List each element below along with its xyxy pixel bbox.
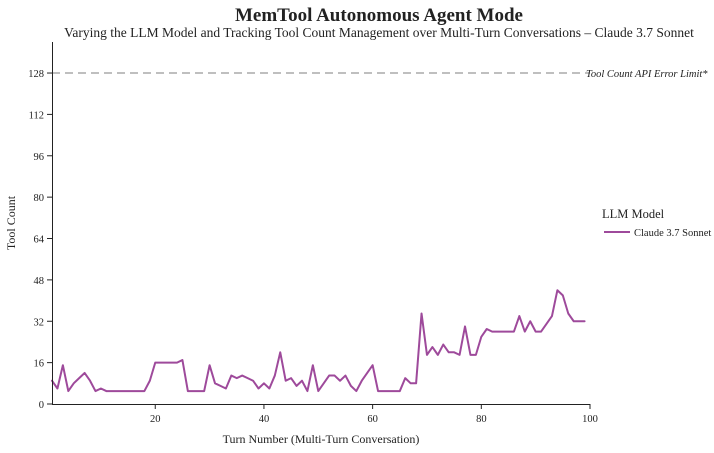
x-axis-ticks: 20 40 60 80 100 [150,404,598,425]
series-line-0 [51,289,586,393]
y-tick-label: 16 [34,359,45,370]
chart-title: MemTool Autonomous Agent Mode [235,5,523,26]
x-tick-label: 40 [259,414,270,425]
y-tick-label: 0 [39,400,44,411]
y-axis-title: Tool Count [4,195,18,250]
y-tick-label: 128 [28,69,44,80]
x-tick-label: 20 [150,414,161,425]
y-tick-label: 32 [34,317,45,328]
y-tick-label: 112 [29,110,44,121]
legend-title: LLM Model [602,207,665,221]
x-tick-label: 100 [582,414,598,425]
x-axis-title: Turn Number (Multi-Turn Conversation) [223,432,420,446]
y-tick-label: 80 [34,193,45,204]
y-tick-label: 64 [34,235,45,246]
legend: LLM Model Claude 3.7 Sonnet [602,207,711,239]
x-tick-label: 80 [476,414,487,425]
chart-subtitle: Varying the LLM Model and Tracking Tool … [64,25,694,40]
y-tick-label: 48 [34,276,45,287]
y-axis-ticks: 0 16 32 48 64 80 96 112 128 [28,69,52,411]
reference-line-label: Tool Count API Error Limit* [586,69,708,80]
legend-label: Claude 3.7 Sonnet [634,228,711,239]
y-tick-label: 96 [34,152,45,163]
plot-area: Tool Count API Error Limit* [51,69,708,393]
x-tick-label: 60 [367,414,378,425]
